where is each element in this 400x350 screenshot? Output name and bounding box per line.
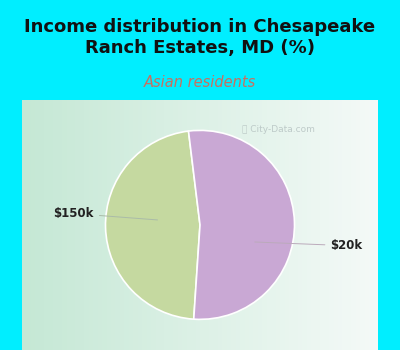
Bar <box>338 100 342 350</box>
Bar <box>53 100 58 350</box>
Bar <box>98 100 102 350</box>
Bar <box>351 100 356 350</box>
Bar <box>227 100 231 350</box>
Text: Asian residents: Asian residents <box>144 75 256 90</box>
Bar <box>80 100 84 350</box>
Bar <box>111 100 116 350</box>
Bar <box>356 100 360 350</box>
Bar <box>204 100 209 350</box>
Bar <box>294 100 298 350</box>
Bar <box>209 100 214 350</box>
Bar <box>365 100 369 350</box>
Text: Income distribution in Chesapeake
Ranch Estates, MD (%): Income distribution in Chesapeake Ranch … <box>24 18 376 57</box>
Bar <box>329 100 334 350</box>
Bar <box>342 100 347 350</box>
Bar <box>262 100 267 350</box>
Bar <box>120 100 124 350</box>
Bar <box>218 100 222 350</box>
Bar <box>84 100 89 350</box>
Bar <box>116 100 120 350</box>
Bar <box>213 100 218 350</box>
Wedge shape <box>188 131 294 319</box>
Bar <box>191 100 196 350</box>
Bar <box>307 100 311 350</box>
Bar <box>316 100 320 350</box>
Bar <box>240 100 244 350</box>
Bar <box>320 100 325 350</box>
Bar <box>26 100 31 350</box>
Bar <box>334 100 338 350</box>
Bar <box>35 100 40 350</box>
Bar <box>138 100 142 350</box>
Bar <box>71 100 76 350</box>
Bar <box>133 100 138 350</box>
Text: $20k: $20k <box>255 239 362 252</box>
Bar <box>369 100 374 350</box>
Bar <box>40 100 44 350</box>
Bar <box>254 100 258 350</box>
Bar <box>289 100 294 350</box>
Bar <box>164 100 169 350</box>
Bar <box>280 100 285 350</box>
Bar <box>22 100 26 350</box>
Bar <box>249 100 254 350</box>
Bar <box>173 100 178 350</box>
Bar <box>302 100 307 350</box>
Bar <box>129 100 133 350</box>
Bar <box>311 100 316 350</box>
Bar <box>267 100 271 350</box>
Bar <box>44 100 49 350</box>
Bar <box>222 100 227 350</box>
Bar <box>244 100 249 350</box>
Bar <box>231 100 236 350</box>
Bar <box>360 100 365 350</box>
Bar <box>124 100 129 350</box>
Bar <box>106 100 111 350</box>
Bar <box>324 100 329 350</box>
Bar <box>102 100 107 350</box>
Bar <box>66 100 71 350</box>
Text: $150k: $150k <box>54 207 158 220</box>
Text: ⓘ City-Data.com: ⓘ City-Data.com <box>242 125 315 134</box>
Bar <box>62 100 66 350</box>
Bar <box>236 100 240 350</box>
Bar <box>89 100 93 350</box>
Bar <box>160 100 164 350</box>
Bar <box>142 100 147 350</box>
Bar <box>169 100 173 350</box>
Bar <box>178 100 182 350</box>
Bar <box>276 100 280 350</box>
Bar <box>284 100 289 350</box>
Bar <box>31 100 36 350</box>
Bar <box>200 100 204 350</box>
Bar <box>271 100 276 350</box>
Bar <box>347 100 351 350</box>
Bar <box>93 100 98 350</box>
Bar <box>58 100 62 350</box>
Bar <box>196 100 200 350</box>
Bar <box>76 100 80 350</box>
Bar <box>374 100 378 350</box>
Wedge shape <box>106 131 200 319</box>
Bar <box>182 100 187 350</box>
Bar <box>49 100 53 350</box>
Bar <box>146 100 151 350</box>
Bar <box>187 100 191 350</box>
Bar <box>298 100 302 350</box>
Bar <box>151 100 156 350</box>
Bar <box>156 100 160 350</box>
Bar <box>258 100 262 350</box>
